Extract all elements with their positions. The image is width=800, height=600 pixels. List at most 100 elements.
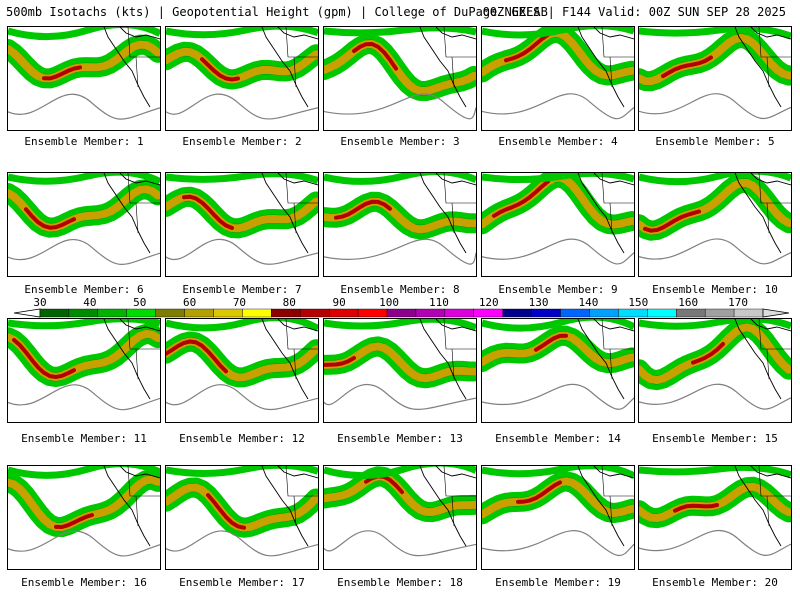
geopotential-height-contour (324, 238, 476, 265)
isotach-band-low (639, 319, 791, 330)
geopotential-height-contour (639, 383, 791, 410)
ensemble-member-caption: Ensemble Member: 6 (24, 283, 144, 296)
geopotential-height-contour (8, 239, 160, 265)
isotach-band-high (673, 503, 719, 513)
isotach-band-high (324, 356, 356, 367)
ensemble-member-caption: Ensemble Member: 18 (337, 576, 463, 589)
coastline (419, 27, 476, 108)
isotach-band-high (200, 57, 240, 82)
coastline (419, 466, 476, 547)
isotach-band-low (482, 173, 634, 235)
header-title: 500mb Isotachs (kts) | Geopotential Heig… (6, 5, 548, 19)
isotach-band-mid (166, 47, 318, 84)
geopotential-height-contour (482, 383, 634, 410)
ensemble-member-map (7, 318, 161, 423)
ensemble-member-caption: Ensemble Member: 11 (21, 432, 147, 445)
coastline (734, 319, 791, 400)
ensemble-member-map (638, 465, 792, 570)
political-border (285, 173, 318, 234)
isotach-band-low (166, 319, 318, 332)
coastline (103, 27, 160, 108)
geopotential-height-contour (639, 530, 791, 556)
coastline (577, 466, 634, 547)
coastline (103, 319, 160, 400)
isotach-band-mid (8, 40, 160, 83)
geopotential-height-contour (639, 238, 791, 265)
geopotential-height-contour (8, 93, 160, 120)
ensemble-member-caption: Ensemble Member: 17 (179, 576, 305, 589)
geopotential-height-contour (639, 93, 791, 120)
geopotential-height-contour (324, 384, 476, 410)
isotach-band-low (639, 173, 791, 186)
ensemble-member-map (481, 26, 635, 131)
coastline (734, 466, 791, 547)
ensemble-member-map (7, 465, 161, 570)
coastline (577, 319, 634, 400)
geopotential-height-contour (166, 238, 318, 265)
coastline (261, 27, 318, 108)
coastline (419, 173, 476, 254)
geopotential-height-contour (324, 530, 476, 557)
ensemble-member-map (481, 465, 635, 570)
ensemble-member-map (323, 172, 477, 277)
isotach-band-low (482, 319, 634, 332)
coastline (261, 319, 318, 400)
ensemble-member-caption: Ensemble Member: 16 (21, 576, 147, 589)
isotach-band-low (324, 466, 476, 480)
political-border (443, 466, 476, 527)
political-border (758, 173, 791, 234)
isotach-band-high (661, 55, 713, 79)
isotach-band-low (8, 173, 160, 185)
isotach-band-low (166, 466, 318, 477)
isotach-band-high (643, 209, 701, 233)
coastline (734, 27, 791, 108)
isotach-band-high (504, 32, 550, 63)
isotach-band-low (324, 173, 476, 185)
political-border (127, 27, 160, 88)
political-border (127, 466, 160, 527)
isotach-band-high (492, 179, 550, 218)
ensemble-member-map (7, 26, 161, 131)
ensemble-member-map (481, 318, 635, 423)
header-valid-time: 00Z GEFS | F144 Valid: 00Z SUN SEP 28 20… (482, 5, 786, 19)
ensemble-member-map (638, 26, 792, 131)
coastline (103, 466, 160, 547)
isotach-band-high (534, 333, 568, 352)
ensemble-member-caption: Ensemble Member: 12 (179, 432, 305, 445)
ensemble-member-caption: Ensemble Member: 15 (652, 432, 778, 445)
ensemble-member-caption: Ensemble Member: 1 (24, 135, 144, 148)
isotach-band-high (166, 339, 228, 374)
isotach-band-low (482, 466, 634, 479)
geopotential-height-contour (8, 530, 160, 557)
political-border (127, 319, 160, 380)
isotach-band-high (24, 207, 76, 230)
ensemble-member-caption: Ensemble Member: 3 (340, 135, 460, 148)
ensemble-member-map (323, 465, 477, 570)
isotach-band-low (166, 27, 318, 39)
geopotential-height-contour (482, 238, 634, 265)
isotach-band-high (334, 199, 392, 220)
ensemble-member-map (165, 26, 319, 131)
coastline (577, 27, 634, 108)
ensemble-member-caption: Ensemble Member: 13 (337, 432, 463, 445)
isotach-band-low (8, 466, 160, 479)
ensemble-member-map (165, 172, 319, 277)
ensemble-member-caption: Ensemble Member: 20 (652, 576, 778, 589)
isotach-band-low (324, 319, 476, 331)
coastline (103, 173, 160, 254)
isotach-band-high (12, 338, 76, 379)
geopotential-height-contour (324, 93, 476, 120)
geopotential-height-contour (166, 384, 318, 411)
political-border (443, 27, 476, 88)
isotach-band-low (166, 477, 318, 538)
isotach-band-high (516, 480, 562, 504)
political-border (285, 27, 318, 88)
political-border (758, 319, 791, 380)
geopotential-height-contour (482, 93, 634, 120)
ensemble-member-caption: Ensemble Member: 8 (340, 283, 460, 296)
geopotential-height-contour (482, 530, 634, 557)
header: 500mb Isotachs (kts) | Geopotential Heig… (0, 0, 800, 24)
ensemble-member-map (7, 172, 161, 277)
isotach-band-low (639, 466, 791, 479)
